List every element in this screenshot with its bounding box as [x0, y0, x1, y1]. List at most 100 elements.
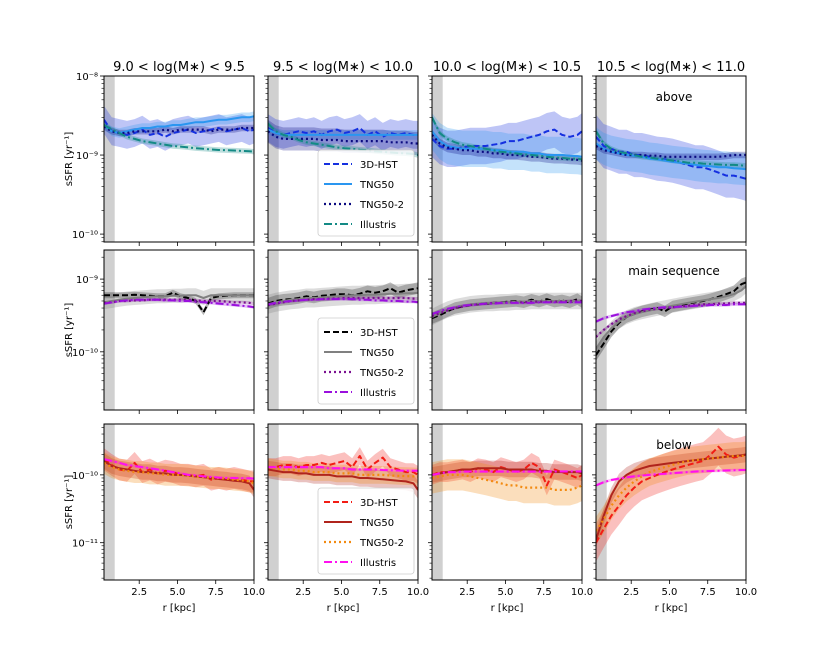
series-line-tng50-2 — [432, 473, 582, 491]
x-tick-label: 2.5 — [131, 587, 147, 598]
band-3d-hst — [104, 448, 254, 493]
series-line-illustris — [432, 301, 582, 316]
series-line-illustris — [432, 470, 582, 476]
x-axis-label: r [kpc] — [655, 603, 688, 614]
legend-box — [317, 317, 415, 405]
row-annotation: main sequence — [628, 264, 720, 278]
y-tick-label: 10⁻⁹ — [76, 151, 98, 162]
series-line-tng50-2 — [596, 454, 746, 532]
x-tick-label: 7.5 — [372, 587, 388, 598]
legend-label-tng50: TNG50 — [359, 180, 394, 191]
y-tick-label: 10⁻⁸ — [76, 72, 98, 83]
series-line-tng50-2 — [596, 145, 746, 158]
plot-area — [104, 105, 254, 155]
x-tick-label: 5.0 — [170, 587, 186, 598]
column-title-3: 10.5 < log(M∗) < 11.0 — [597, 60, 745, 75]
series-line-illustris — [596, 303, 746, 323]
band-tng50-2 — [268, 119, 418, 155]
series-line-3d-hst — [104, 458, 254, 483]
x-tick-label: 10.0 — [571, 587, 593, 598]
band-3d-hst — [432, 453, 582, 496]
plot-area — [104, 448, 254, 498]
inner-shade — [432, 250, 443, 410]
x-tick-label: 10.0 — [407, 587, 429, 598]
row-annotation: below — [656, 438, 692, 452]
series-line-illustris — [104, 458, 254, 480]
band-tng50 — [268, 460, 418, 499]
band-illustris — [596, 468, 746, 487]
panel-r0-c3: above — [592, 75, 747, 246]
series-line-illustris — [268, 298, 418, 306]
legend-label-illustris: Illustris — [360, 220, 396, 231]
x-tick-label: 5.0 — [498, 587, 514, 598]
band-illustris — [104, 298, 254, 309]
band-tng50-2 — [432, 130, 582, 166]
panel-r0-c2 — [428, 75, 583, 246]
band-tng50-2 — [596, 301, 746, 339]
series-line-illustris — [596, 469, 746, 487]
panel-r2-c3: 2.5 5.0 7.5 10.0 r [kpc] below — [592, 423, 757, 614]
series-line-tng50 — [104, 115, 254, 134]
band-3d-hst — [104, 105, 254, 151]
panel-r1-c0: 10⁻⁹ 10⁻¹⁰ — [72, 249, 255, 414]
panel-r0-c0: 10⁻⁸ 10⁻⁹ 10⁻¹⁰ — [72, 72, 255, 246]
legend-label-3d-hst: 3D-HST — [360, 498, 399, 509]
column-title-0: 9.0 < log(M∗) < 9.5 — [113, 60, 245, 75]
x-tick-label: 7.5 — [700, 587, 716, 598]
series-line-illustris — [268, 466, 418, 472]
x-tick-label: 2.5 — [459, 587, 475, 598]
plot-area — [432, 453, 582, 506]
legend-label-tng50-2: TNG50-2 — [359, 368, 404, 379]
inner-shade — [432, 424, 443, 580]
series-line-illustris — [104, 298, 254, 309]
x-tick-label: 2.5 — [295, 587, 311, 598]
y-tick-label: 10⁻¹⁰ — [72, 230, 98, 241]
inner-shade — [432, 76, 443, 242]
series-line-3d-hst — [596, 445, 746, 544]
row-annotation: above — [656, 90, 693, 104]
panel-frame — [267, 75, 419, 243]
inner-shade — [104, 76, 115, 242]
plot-area — [596, 276, 746, 361]
band-tng50 — [596, 279, 746, 356]
band-3d-hst — [268, 447, 418, 484]
band-3d-hst — [596, 427, 746, 562]
column-title-1: 9.5 < log(M∗) < 10.0 — [273, 60, 413, 75]
series-line-tng50-2 — [432, 134, 582, 162]
inner-shade — [596, 250, 607, 410]
legend-label-tng50: TNG50 — [359, 348, 394, 359]
band-tng50 — [268, 124, 418, 140]
plot-area — [268, 282, 418, 314]
series-line-tng50 — [432, 130, 582, 158]
inner-shade — [104, 424, 115, 580]
legend-label-3d-hst: 3D-HST — [360, 160, 399, 171]
series-line-illustris — [432, 116, 582, 161]
legend: 3D-HST TNG50 TNG50-2 Illustris — [317, 149, 415, 237]
panel-r2-c1: 2.5 5.0 7.5 10.0 r [kpc] 3D-HST TNG50 TNG50-2 Il… — [264, 423, 429, 614]
plot-area — [432, 292, 582, 326]
x-tick-label: 7.5 — [536, 587, 552, 598]
series-line-tng50-2 — [104, 125, 254, 135]
series-line-tng50 — [104, 294, 254, 304]
legend-box — [317, 149, 415, 237]
series-line-tng50 — [268, 468, 418, 491]
legend-label-tng50-2: TNG50-2 — [359, 200, 404, 211]
x-tick-label: 10.0 — [735, 587, 757, 598]
series-line-illustris — [596, 130, 746, 167]
series-line-tng50 — [268, 128, 418, 136]
band-tng50 — [432, 113, 582, 175]
legend-label-tng50: TNG50 — [359, 518, 394, 529]
panel-r2-c2: 2.5 5.0 7.5 10.0 r [kpc] — [428, 423, 593, 614]
x-tick-label: 5.0 — [662, 587, 678, 598]
panel-r2-c0: 10⁻¹⁰ 10⁻¹¹ 2.5 5.0 7.5 10.0 r [kpc] — [72, 423, 265, 614]
series-line-tng50 — [432, 300, 582, 318]
column-title-2: 10.0 < log(M∗) < 10.5 — [433, 60, 581, 75]
plot-area — [104, 288, 254, 316]
series-line-tng50-2 — [268, 466, 418, 478]
legend-label-illustris: Illustris — [360, 388, 396, 399]
x-tick-label: 10.0 — [243, 587, 265, 598]
x-tick-label: 5.0 — [334, 587, 350, 598]
panel-frame — [595, 75, 747, 243]
series-line-tng50 — [432, 467, 582, 476]
panel-frame — [431, 75, 583, 243]
